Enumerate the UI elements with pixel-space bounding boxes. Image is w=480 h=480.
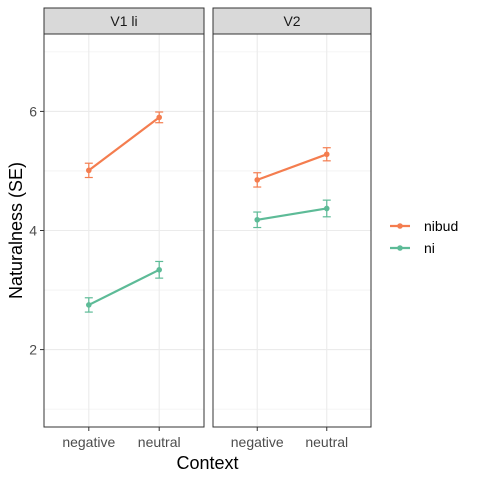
legend-key-point [397,223,403,229]
x-tick-label: neutral [305,434,348,450]
panel-1: V1 li negative neutral [43,7,205,450]
y-axis: 2 4 6 [29,103,44,358]
series-nibud [84,111,164,179]
x-tick-label: negative [231,434,284,450]
legend: nibud ni [390,218,458,256]
panels: V1 li negative neutral V2 negative neutral [43,7,372,450]
series-line [257,207,327,221]
y-tick-label: 2 [29,342,37,358]
facet-strip-label: V1 li [110,13,137,29]
data-point [254,216,261,223]
series-line [88,268,160,306]
y-axis-title: Naturalness (SE) [6,162,26,299]
data-point [156,114,162,121]
facet-strip [212,7,372,35]
y-tick-label: 6 [29,103,37,119]
x-axis-title: Context [176,453,238,473]
data-point [86,167,92,174]
data-point [86,302,92,308]
series-ni [253,199,331,229]
panel-2: V2 negative neutral [212,7,372,450]
legend-key-point [397,245,403,251]
series-ni [84,260,164,313]
legend-label: nibud [424,218,458,234]
data-point [156,267,162,273]
x-tick-label: negative [62,434,115,450]
legend-item-ni: ni [390,240,435,256]
series-line [88,116,160,172]
facet-strip [43,7,205,35]
legend-label: ni [424,240,435,256]
x-tick-label: neutral [138,434,181,450]
data-point [323,151,330,158]
y-tick-label: 4 [29,223,37,239]
legend-item-nibud: nibud [390,218,458,234]
data-point [254,177,261,183]
facet-strip-label: V2 [283,13,300,29]
data-point [323,205,330,212]
series-nibud [253,147,331,188]
series-line [256,153,328,181]
